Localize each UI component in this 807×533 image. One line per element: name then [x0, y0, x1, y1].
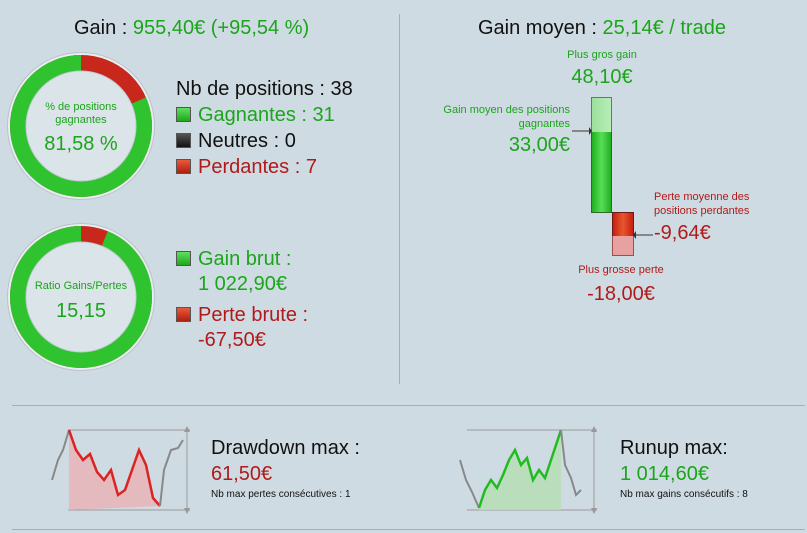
avg-loss-arrow-icon — [633, 231, 653, 239]
max-loss-value: -18,00€ — [587, 283, 655, 305]
max-loss-label: Plus grosse perte — [578, 264, 664, 276]
drawdown-value: 61,50€ — [211, 463, 273, 485]
green-legend-square — [176, 107, 191, 122]
gain-brut-value: 1 022,90€ — [198, 273, 287, 295]
gain-header: Gain : 955,40€ (+95,54 %) — [74, 17, 309, 40]
average-gain-header: Gain moyen : 25,14€ / trade — [478, 17, 726, 40]
neutres-text: Neutres : 0 — [198, 130, 296, 152]
red-legend-square-2 — [176, 307, 191, 322]
avg-win-value: 33,00€ — [508, 134, 570, 156]
avg-loss-label: Perte moyenne des positions perdantes — [654, 191, 750, 217]
gain-brut-label: Gain brut : — [198, 248, 292, 270]
perdantes-text: Perdantes : 7 — [198, 156, 317, 178]
perte-brute-row: Perte brute : — [176, 304, 308, 327]
donut1-label: % de positions gagnantes — [45, 101, 117, 126]
avg-loss-bar — [612, 212, 634, 237]
gagnantes-row: Gagnantes : 31 — [176, 104, 335, 127]
horizontal-divider-top — [12, 405, 805, 406]
gain-loss-ratio-donut: Ratio Gains/Pertes 15,15 — [6, 222, 156, 372]
average-gain-value: 25,14€ / trade — [602, 17, 726, 39]
perdantes-row: Perdantes : 7 — [176, 156, 317, 179]
winning-positions-donut: % de positions gagnantes 81,58 % — [6, 51, 156, 201]
runup-value: 1 014,60€ — [620, 463, 709, 485]
gain-brut-row: Gain brut : — [176, 248, 291, 271]
donut1-value: 81,58 % — [44, 133, 118, 155]
gain-value: 955,40€ (+95,54 %) — [132, 17, 310, 39]
max-loss-bar — [612, 236, 634, 256]
perte-brute-label: Perte brute : — [198, 304, 309, 326]
red-legend-square — [176, 159, 191, 174]
donut2-value: 15,15 — [55, 300, 107, 322]
avg-win-arrow-icon — [572, 127, 592, 135]
neutres-row: Neutres : 0 — [176, 130, 296, 153]
max-gain-bar — [591, 97, 612, 134]
gain-label: Gain : — [74, 17, 128, 39]
max-gain-label: Plus gros gain — [567, 49, 637, 61]
perte-brute-value: -67,50€ — [198, 329, 266, 351]
green-legend-square-2 — [176, 251, 191, 266]
donut2-label: Ratio Gains/Pertes — [34, 280, 128, 292]
drawdown-title: Drawdown max : — [211, 437, 360, 459]
drawdown-note: Nb max pertes consécutives : 1 — [211, 489, 351, 500]
vertical-divider — [399, 14, 400, 384]
max-gain-value: 48,10€ — [571, 66, 633, 88]
nb-positions: Nb de positions : 38 — [176, 78, 353, 100]
donut2-win-arc — [10, 226, 152, 368]
avg-gain-bar — [591, 132, 612, 213]
average-gain-label: Gain moyen : — [478, 17, 597, 39]
gagnantes-text: Gagnantes : 31 — [198, 104, 335, 126]
donut1-win-arc — [10, 55, 152, 197]
black-legend-square — [176, 133, 191, 148]
horizontal-divider-bottom — [12, 529, 805, 530]
avg-loss-value: -9,64€ — [654, 222, 711, 244]
avg-win-label: Gain moyen des positions gagnantes — [443, 104, 570, 130]
runup-title: Runup max: — [620, 437, 728, 459]
runup-sparkline — [459, 426, 597, 514]
drawdown-sparkline — [51, 426, 190, 514]
runup-note: Nb max gains consécutifs : 8 — [620, 489, 748, 500]
